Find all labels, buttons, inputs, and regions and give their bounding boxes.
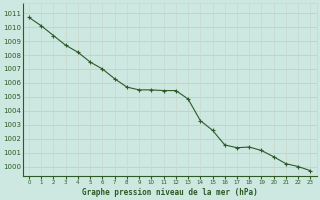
X-axis label: Graphe pression niveau de la mer (hPa): Graphe pression niveau de la mer (hPa) <box>82 188 258 197</box>
